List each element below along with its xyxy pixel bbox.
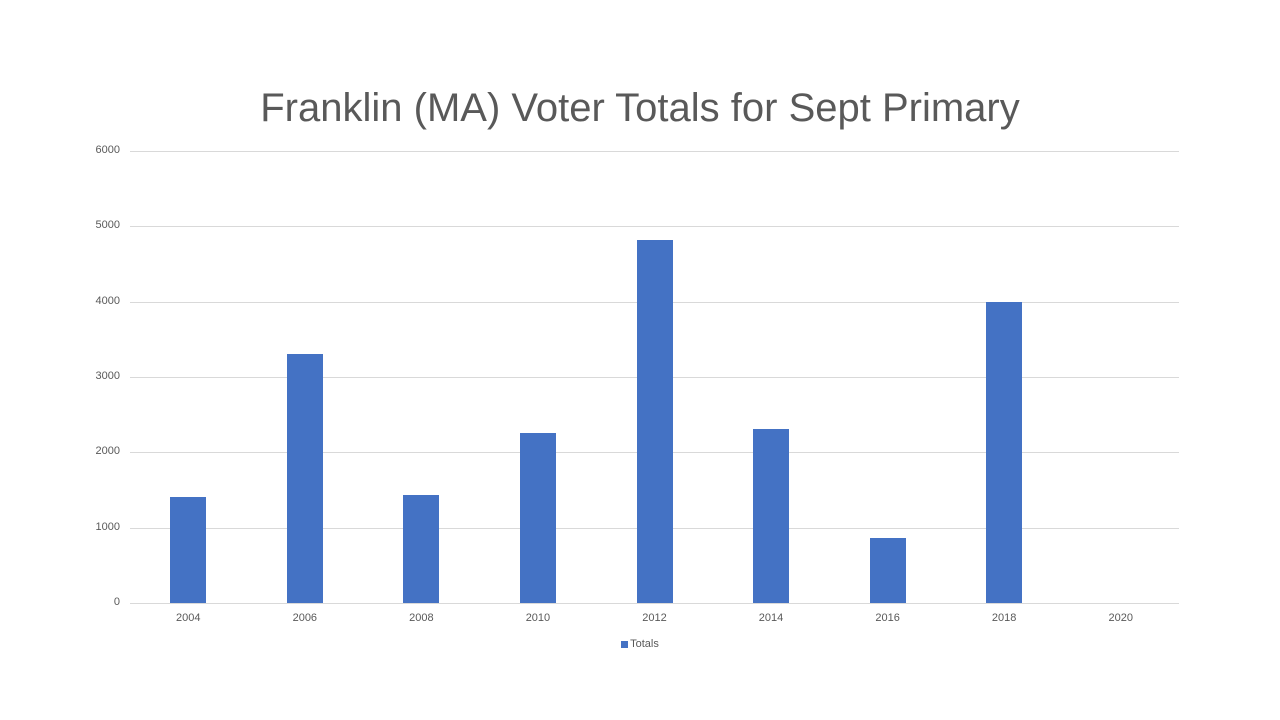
x-tick-label: 2010 <box>525 612 551 624</box>
bar-2006[interactable] <box>286 354 323 603</box>
y-tick-label: 6000 <box>95 144 120 156</box>
chart-title: Franklin (MA) Voter Totals for Sept Prim… <box>260 86 1020 130</box>
x-tick-label: 2006 <box>292 612 318 624</box>
x-tick-label: 2004 <box>176 612 201 624</box>
bar-2008[interactable] <box>403 494 440 603</box>
gridline <box>130 603 1179 604</box>
gridline <box>130 226 1179 228</box>
gridline <box>130 151 1179 152</box>
bar-2014[interactable] <box>753 428 790 603</box>
legend-swatch-icon <box>621 640 629 648</box>
y-tick-label: 2000 <box>95 445 120 458</box>
y-tick-label: 3000 <box>95 370 120 382</box>
legend-label: Totals <box>630 638 659 650</box>
y-tick-label: 0 <box>113 596 120 608</box>
y-tick-label: 5000 <box>95 219 120 232</box>
plot-area <box>130 151 1179 604</box>
x-tick-label: 2014 <box>758 612 784 624</box>
x-tick-label: 2018 <box>991 612 1017 624</box>
bar-2004[interactable] <box>170 496 207 603</box>
bar-2016[interactable] <box>869 537 906 603</box>
legend: Totals <box>0 638 1280 650</box>
x-tick-label: 2012 <box>642 612 667 624</box>
x-tick-label: 2016 <box>875 612 900 624</box>
x-tick-label: 2008 <box>409 612 434 624</box>
bar-2012[interactable] <box>636 239 673 603</box>
x-tick-label: 2020 <box>1108 612 1133 624</box>
y-tick-label: 1000 <box>95 520 120 533</box>
bar-2010[interactable] <box>519 432 556 603</box>
bar-2018[interactable] <box>986 301 1023 603</box>
y-tick-label: 4000 <box>95 294 120 307</box>
